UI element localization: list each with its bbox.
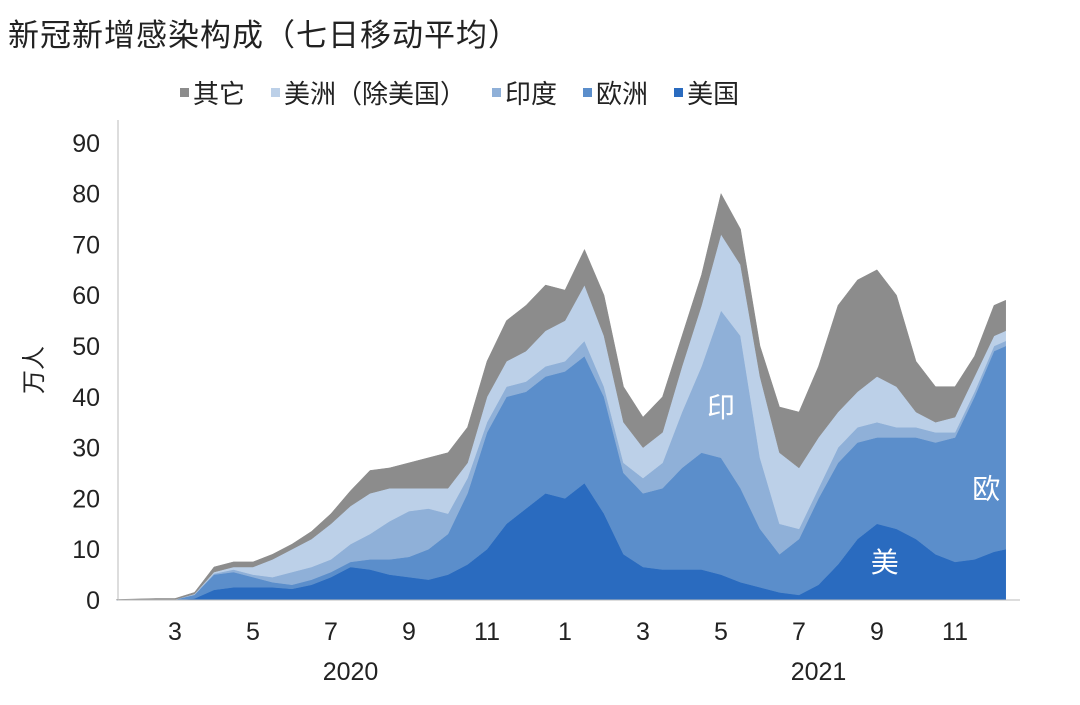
y-tick-label: 0 bbox=[86, 587, 100, 615]
y-tick-label: 30 bbox=[72, 435, 100, 463]
x-tick-label: 11 bbox=[474, 618, 500, 646]
legend-label: 美国 bbox=[687, 80, 740, 110]
y-tick-label: 60 bbox=[72, 282, 100, 310]
y-tick-label: 20 bbox=[72, 485, 100, 513]
legend-swatch bbox=[180, 88, 189, 97]
x-tick-label: 3 bbox=[168, 618, 182, 646]
y-tick-label: 90 bbox=[72, 130, 100, 158]
y-tick-label: 10 bbox=[72, 536, 100, 564]
x-tick-label: 9 bbox=[870, 618, 884, 646]
x-tick-label: 1 bbox=[558, 618, 572, 646]
legend-label: 其它 bbox=[193, 80, 246, 110]
legend-item: 欧洲 bbox=[583, 74, 648, 111]
chart-title: 新冠新增感染构成（七日移动平均） bbox=[8, 18, 520, 54]
area-annotation: 欧 bbox=[972, 472, 1000, 505]
x-tick-label: 5 bbox=[714, 618, 728, 646]
y-tick-label: 70 bbox=[72, 231, 100, 259]
area-series bbox=[116, 192, 1006, 601]
areas bbox=[116, 192, 1006, 601]
year-label: 2021 bbox=[791, 658, 847, 686]
legend-item: 印度 bbox=[492, 74, 557, 111]
x-tick-label: 9 bbox=[402, 618, 416, 646]
legend-label: 美洲（除美国） bbox=[284, 80, 467, 110]
annotations: 印欧美 bbox=[707, 391, 1000, 579]
legend-swatch bbox=[583, 88, 593, 97]
legend: 其它 美洲（除美国） 印度 欧洲 美国 bbox=[180, 74, 739, 111]
area-annotation: 美 bbox=[871, 546, 899, 579]
legend-item: 美洲（除美国） bbox=[271, 74, 466, 111]
legend-swatch bbox=[271, 88, 281, 97]
x-tick-label: 7 bbox=[324, 618, 338, 646]
x-tick-label: 11 bbox=[942, 618, 968, 646]
x-tick-label: 5 bbox=[246, 618, 260, 646]
legend-swatch bbox=[674, 88, 684, 97]
year-label: 2020 bbox=[323, 658, 379, 686]
area-annotation: 印 bbox=[707, 391, 735, 424]
legend-item: 其它 bbox=[180, 74, 245, 111]
x-tick-label: 3 bbox=[636, 618, 650, 646]
y-tick-label: 50 bbox=[72, 333, 100, 361]
legend-item: 美国 bbox=[674, 74, 739, 111]
y-tick-label: 40 bbox=[72, 384, 100, 412]
legend-label: 欧洲 bbox=[596, 80, 649, 110]
legend-swatch bbox=[492, 88, 502, 97]
x-tick-label: 7 bbox=[792, 618, 806, 646]
legend-label: 印度 bbox=[505, 80, 558, 110]
y-tick-label: 80 bbox=[72, 181, 100, 209]
y-axis-label: 万人 bbox=[20, 346, 48, 394]
